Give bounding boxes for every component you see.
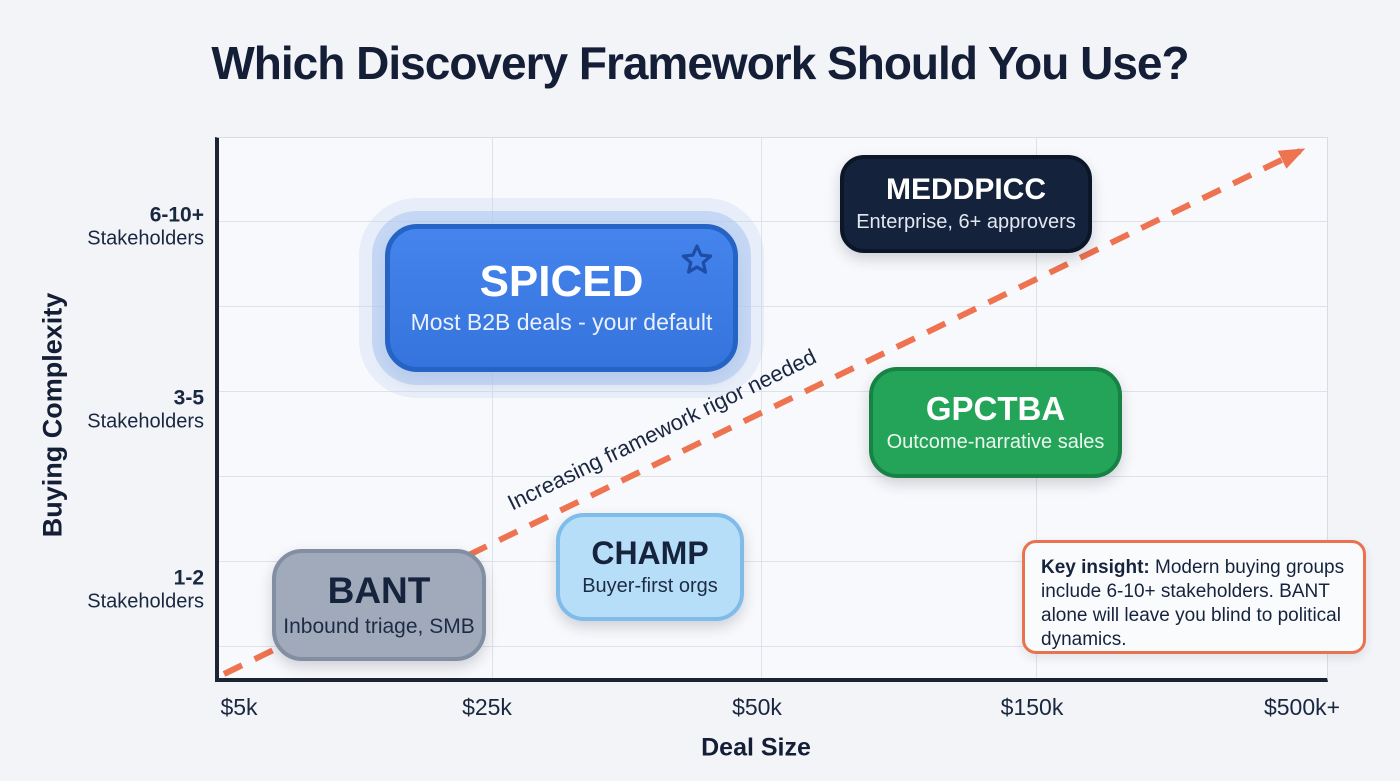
- y-tick-3-5: 3-5 Stakeholders: [87, 386, 204, 433]
- framework-name: MEDDPICC: [885, 173, 1046, 206]
- y-tick-unit: Stakeholders: [87, 410, 204, 433]
- key-insight-callout: Key insight: Modern buying groups includ…: [1022, 540, 1366, 654]
- y-tick-unit: Stakeholders: [87, 590, 204, 613]
- framework-box-meddpicc: MEDDPICC Enterprise, 6+ approvers: [840, 155, 1092, 253]
- gridline-horizontal: [219, 561, 1327, 562]
- x-tick-5k: $5k: [220, 694, 258, 720]
- gridline-horizontal: [219, 476, 1327, 477]
- framework-description: Outcome-narrative sales: [886, 431, 1105, 453]
- y-tick-1-2: 1-2 Stakeholders: [87, 566, 204, 613]
- gridline-horizontal: [219, 306, 1327, 307]
- page-title: Which Discovery Framework Should You Use…: [211, 37, 1189, 89]
- gridline-horizontal: [219, 391, 1327, 392]
- x-axis-title: Deal Size: [701, 733, 811, 762]
- framework-name: CHAMP: [591, 535, 709, 571]
- framework-name: GPCTBA: [925, 390, 1066, 427]
- framework-description: Most B2B deals - your default: [410, 309, 713, 336]
- framework-description: Buyer-first orgs: [582, 575, 718, 597]
- y-tick-unit: Stakeholders: [87, 227, 204, 250]
- x-tick-500k: $500k+: [1263, 694, 1341, 720]
- framework-name: BANT: [327, 569, 431, 611]
- framework-description: Enterprise, 6+ approvers: [856, 211, 1076, 233]
- key-insight-label: Key insight:: [1041, 557, 1150, 578]
- y-tick-6-10: 6-10+ Stakeholders: [87, 203, 204, 250]
- x-tick-150k: $150k: [1000, 694, 1064, 720]
- gridline-horizontal: [219, 646, 1327, 647]
- framework-name: SPICED: [479, 257, 644, 307]
- star-icon: [681, 244, 713, 274]
- gridline-vertical: [761, 138, 762, 678]
- framework-box-gpctba: GPCTBA Outcome-narrative sales: [869, 367, 1122, 478]
- x-tick-25k: $25k: [462, 694, 512, 720]
- framework-description: Inbound triage, SMB: [283, 614, 475, 638]
- framework-box-bant: BANT Inbound triage, SMB: [272, 549, 486, 661]
- framework-box-champ: CHAMP Buyer-first orgs: [556, 513, 744, 621]
- y-tick-range: 1-2: [173, 566, 204, 590]
- gridline-vertical: [492, 138, 493, 678]
- y-tick-range: 6-10+: [149, 203, 204, 227]
- x-tick-50k: $50k: [732, 694, 782, 720]
- y-tick-range: 3-5: [173, 386, 204, 410]
- key-insight-text: Modern buying groups include 6-10+ stake…: [1041, 557, 1345, 651]
- gridline-horizontal: [219, 221, 1327, 222]
- framework-box-spiced: SPICED Most B2B deals - your default: [385, 224, 738, 372]
